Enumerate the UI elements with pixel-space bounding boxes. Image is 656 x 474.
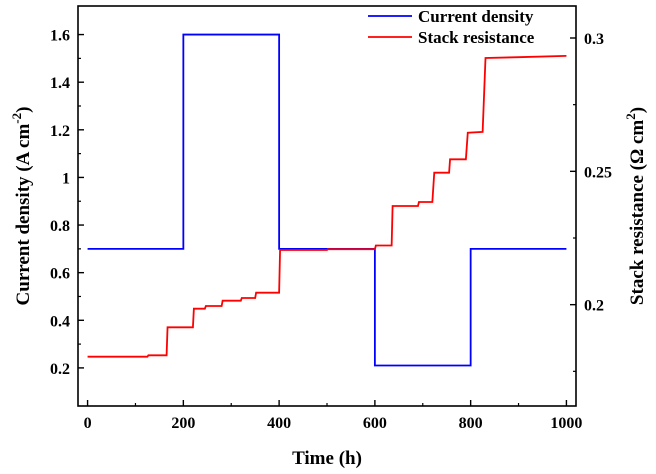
x-tick-label: 400 [267, 415, 291, 432]
x-tick-label: 1000 [550, 415, 582, 432]
x-tick-label: 600 [363, 415, 387, 432]
legend-label: Current density [418, 7, 534, 26]
y-left-tick-label: 0.2 [50, 361, 70, 378]
y-left-tick-label: 0.8 [50, 218, 70, 235]
y-left-tick-label: 1 [62, 170, 70, 187]
y-axis-left-label-main: Current density (A cm [13, 124, 34, 306]
y-axis-right-label-main: Stack resistance (Ω cm [627, 120, 648, 305]
y-left-tick-label: 1.6 [50, 28, 70, 45]
legend: Current density Stack resistance [368, 7, 535, 47]
x-axis-label: Time (h) [292, 448, 362, 469]
x-tick-label: 0 [84, 415, 92, 432]
y-left-tick-label: 0.6 [50, 266, 70, 283]
y-left-tick-label: 1.2 [50, 123, 70, 140]
tick-layer: 0 200 400 600 800 1000 0.2 0.4 0.6 0.8 1 1.2 1.4 1.6 0… [50, 28, 612, 432]
y-right-tick-label: 0.2 [584, 298, 604, 315]
y-axis-left-label-sup: -2 [9, 113, 24, 124]
plot-layer [87, 33, 567, 367]
x-tick-label: 800 [459, 415, 483, 432]
y-right-tick-label: 0.25 [584, 164, 612, 181]
legend-label: Stack resistance [418, 28, 535, 47]
y-axis-right-label-sup: 2 [623, 113, 638, 120]
y-right-tick-label: 0.3 [584, 31, 604, 48]
y-axis-right-label: Stack resistance (Ω cm2) [623, 107, 648, 305]
y-axis-right-label-close: ) [627, 107, 648, 113]
y-axis-left-label: Current density (A cm-2) [9, 107, 34, 306]
series-line-stack-resistance [87, 54, 567, 358]
x-tick-label: 200 [171, 415, 195, 432]
y-left-tick-label: 1.4 [50, 75, 70, 92]
y-left-tick-label: 0.4 [50, 313, 70, 330]
y-axis-left-label-close: ) [13, 107, 34, 113]
